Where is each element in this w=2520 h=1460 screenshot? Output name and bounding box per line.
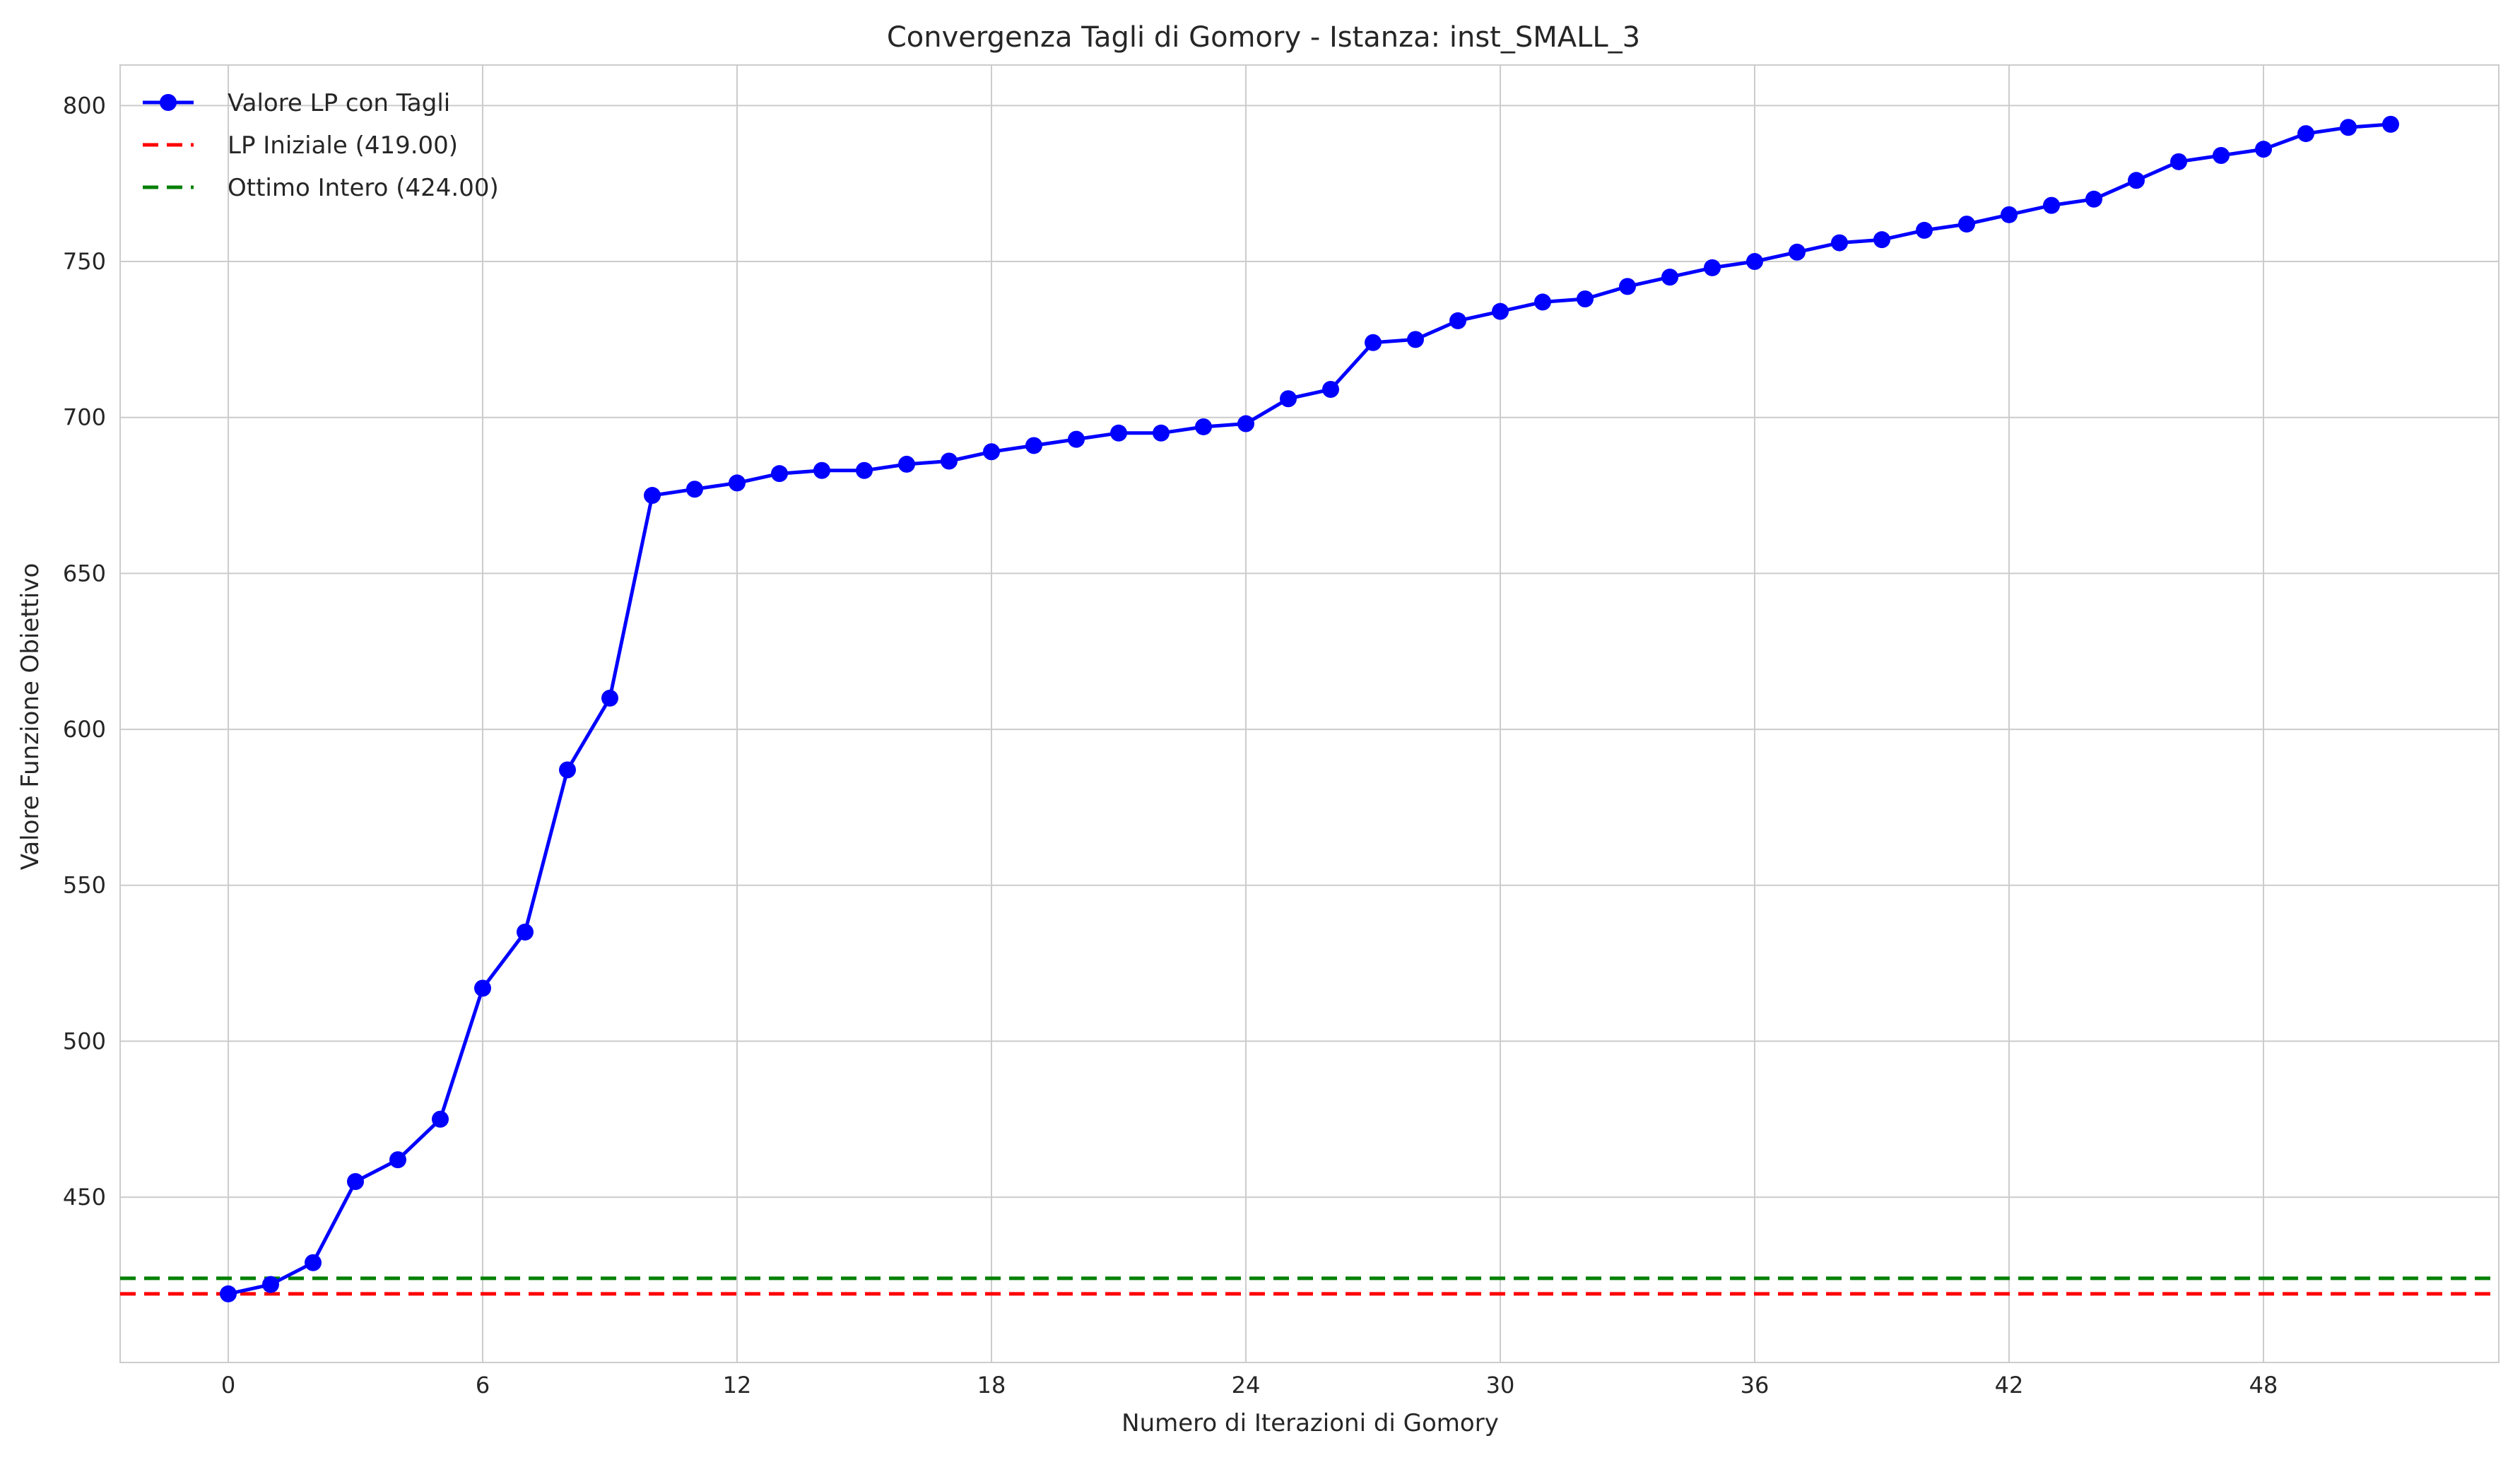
data-point — [898, 455, 915, 473]
data-point — [347, 1173, 364, 1191]
data-point — [1407, 331, 1424, 348]
data-point — [2255, 141, 2272, 158]
data-point — [2001, 206, 2018, 223]
data-point — [1958, 216, 1975, 233]
data-point — [2043, 196, 2060, 214]
x-tick-label: 24 — [1232, 1372, 1261, 1399]
data-point — [983, 443, 1000, 461]
data-point — [1195, 418, 1212, 435]
data-point — [686, 481, 703, 498]
data-point — [1746, 253, 1763, 271]
x-tick-label: 12 — [723, 1372, 752, 1399]
data-point — [1704, 259, 1721, 276]
legend-label: Ottimo Intero (424.00) — [228, 174, 499, 202]
y-tick-label: 750 — [63, 248, 106, 275]
y-axis-label: Valore Funzione Obiettivo — [16, 563, 45, 871]
data-point — [389, 1151, 406, 1169]
chart-title: Convergenza Tagli di Gomory - Istanza: i… — [887, 21, 1640, 54]
data-point — [1110, 424, 1127, 442]
x-tick-label: 30 — [1486, 1372, 1515, 1399]
data-point — [262, 1276, 279, 1293]
y-tick-label: 550 — [63, 872, 106, 899]
data-point — [856, 461, 873, 479]
data-point — [1068, 430, 1085, 448]
legend: Valore LP con Tagli LP Iniziale (419.00) O… — [143, 89, 499, 202]
data-point — [1365, 334, 1382, 351]
legend-label: LP Iniziale (419.00) — [228, 131, 458, 160]
data-point — [2085, 190, 2102, 208]
data-point — [1916, 221, 1933, 239]
y-tick-label: 600 — [63, 716, 106, 743]
series-line — [228, 122, 2391, 1296]
data-point — [601, 689, 618, 707]
data-point — [2213, 146, 2230, 164]
data-point — [771, 465, 788, 483]
data-point — [1619, 278, 1636, 295]
plot-area-frame — [119, 64, 2500, 1363]
data-point — [2128, 172, 2145, 189]
data-point — [1153, 424, 1170, 442]
data-point — [2170, 153, 2187, 170]
data-point — [1025, 437, 1042, 454]
data-point — [517, 923, 534, 941]
data-point — [1873, 231, 1890, 249]
data-point — [1280, 390, 1297, 408]
grid-lines — [120, 65, 2499, 1362]
data-point — [305, 1254, 322, 1271]
y-tick-label: 650 — [63, 560, 106, 587]
data-point — [1661, 269, 1678, 286]
x-tick-label: 36 — [1741, 1372, 1770, 1399]
data-point — [1534, 293, 1551, 311]
x-tick-label: 18 — [977, 1372, 1006, 1399]
data-point — [813, 461, 830, 479]
data-point — [1492, 302, 1509, 320]
data-point — [1237, 415, 1254, 432]
x-tick-label: 48 — [2249, 1372, 2278, 1399]
data-point — [644, 487, 661, 505]
y-tick-label: 450 — [63, 1184, 106, 1211]
data-point — [2297, 125, 2314, 143]
data-point — [729, 474, 746, 492]
data-point — [220, 1285, 237, 1302]
x-tick-label: 0 — [221, 1372, 235, 1399]
data-point — [1577, 290, 1594, 308]
data-point — [2382, 115, 2399, 133]
y-tick-label: 500 — [63, 1028, 106, 1054]
y-axis-ticks: 450 500 550 600 650 700 750 800 — [63, 92, 106, 1211]
legend-swatch-marker — [160, 94, 177, 111]
y-tick-label: 800 — [63, 92, 106, 119]
data-point — [1449, 312, 1466, 329]
data-point — [1322, 381, 1339, 398]
x-tick-label: 42 — [1995, 1372, 2024, 1399]
data-point — [559, 761, 576, 779]
x-axis-label: Numero di Iterazioni di Gomory — [1121, 1409, 1499, 1437]
x-axis-ticks: 0 6 12 18 24 30 36 42 48 — [221, 1372, 2278, 1399]
data-series — [220, 115, 2399, 1302]
data-point — [941, 452, 958, 470]
data-point — [1831, 234, 1848, 252]
data-point — [1789, 243, 1806, 261]
data-point — [2340, 119, 2357, 136]
reference-lines — [120, 1276, 2499, 1296]
y-tick-label: 700 — [63, 404, 106, 431]
legend-label: Valore LP con Tagli — [228, 89, 450, 117]
data-point — [474, 979, 491, 997]
x-tick-label: 6 — [476, 1372, 490, 1399]
data-point — [432, 1110, 449, 1128]
